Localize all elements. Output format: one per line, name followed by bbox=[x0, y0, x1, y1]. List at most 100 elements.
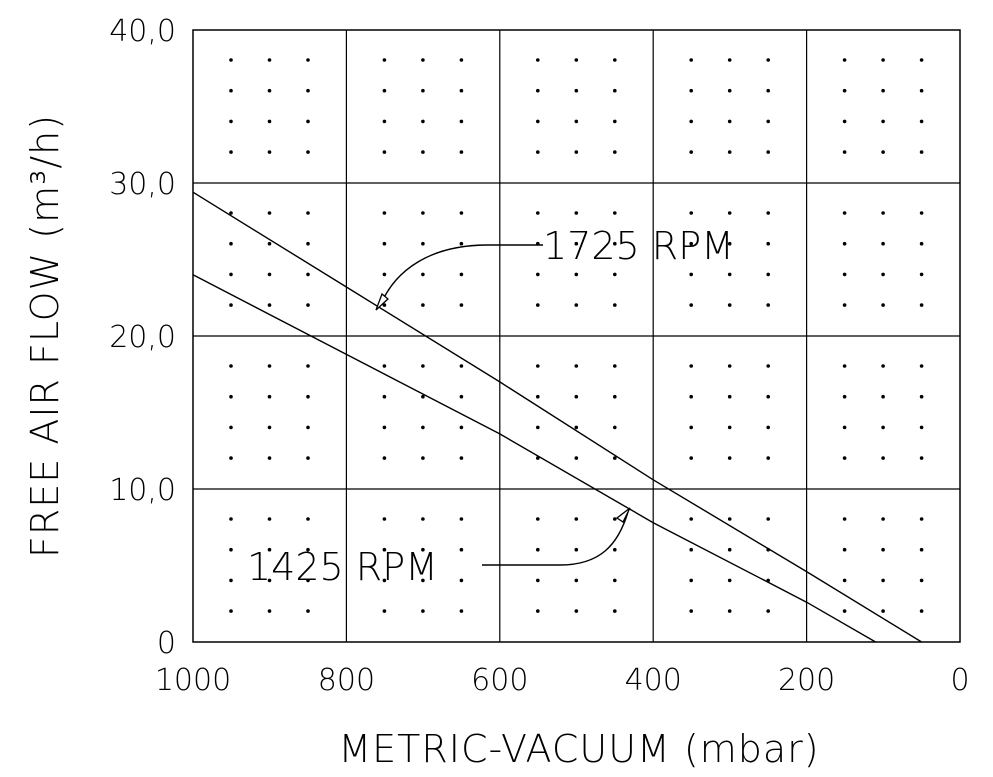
grid-dot bbox=[766, 303, 770, 307]
grid-dot bbox=[306, 58, 310, 62]
grid-dot bbox=[536, 517, 540, 521]
grid-dot bbox=[574, 517, 579, 521]
grid-dot bbox=[842, 394, 847, 399]
grid-dot bbox=[459, 58, 464, 62]
grid-dot bbox=[766, 58, 770, 62]
grid-dot bbox=[574, 150, 579, 154]
grid-dot bbox=[306, 547, 310, 552]
grid-dot bbox=[919, 303, 924, 307]
grid-dot bbox=[881, 578, 885, 583]
grid-dot bbox=[574, 272, 579, 277]
grid-dot bbox=[421, 88, 425, 93]
grid-dot bbox=[881, 211, 885, 215]
x-tick-label: 1000 bbox=[155, 663, 231, 698]
y-tick-label: 30,0 bbox=[109, 167, 176, 202]
grid-dot bbox=[881, 425, 885, 430]
grid-dot bbox=[459, 578, 464, 583]
grid-dot bbox=[229, 88, 233, 93]
grid-dot bbox=[267, 394, 272, 399]
grid-dot bbox=[306, 303, 310, 307]
arrowhead-1425 bbox=[615, 507, 631, 523]
grid-dot bbox=[727, 303, 732, 307]
grid-dot bbox=[727, 150, 732, 154]
grid-dot bbox=[727, 394, 732, 399]
grid-dot bbox=[267, 425, 272, 430]
callout-arrow-1725 bbox=[379, 244, 543, 307]
grid-dot bbox=[689, 394, 693, 399]
grid-dot bbox=[766, 394, 770, 399]
arrowhead-1725 bbox=[375, 292, 389, 311]
grid-dot bbox=[842, 241, 847, 246]
grid-dot bbox=[306, 456, 310, 460]
grid-dot bbox=[842, 88, 847, 93]
grid-dot bbox=[459, 456, 464, 460]
grid-dot bbox=[689, 456, 693, 460]
grid-dot bbox=[229, 547, 233, 552]
grid-dot bbox=[919, 394, 924, 399]
grid-dot bbox=[613, 547, 617, 552]
grid-dot bbox=[574, 425, 579, 430]
grid-dot bbox=[727, 119, 732, 124]
grid-dot bbox=[459, 303, 464, 307]
grid-dot bbox=[306, 119, 310, 124]
x-axis-title: METRIC-VACUUM (mbar) bbox=[338, 727, 819, 771]
grid-dot bbox=[459, 425, 464, 430]
grid-dot bbox=[459, 272, 464, 277]
grid-dot bbox=[613, 58, 617, 62]
grid-dot bbox=[881, 303, 885, 307]
grid-dot bbox=[536, 547, 540, 552]
grid-dot bbox=[727, 364, 732, 368]
grid-dot bbox=[267, 58, 272, 62]
grid-dot bbox=[306, 150, 310, 154]
grid-dot bbox=[536, 272, 540, 277]
grid-dot bbox=[306, 272, 310, 277]
grid-dot bbox=[421, 425, 425, 430]
grid-dot bbox=[267, 364, 272, 368]
grid-dot bbox=[919, 547, 924, 552]
grid-dot bbox=[689, 58, 693, 62]
grid-dot bbox=[229, 456, 233, 460]
grid-dot bbox=[306, 211, 310, 215]
grid-dot bbox=[459, 150, 464, 154]
grid-dot bbox=[881, 547, 885, 552]
grid-dot bbox=[842, 58, 847, 62]
grid-dot bbox=[766, 517, 770, 521]
grid-dot bbox=[229, 58, 233, 62]
x-tick-label: 0 bbox=[950, 663, 969, 698]
grid-dot bbox=[536, 609, 540, 613]
grid-dot bbox=[727, 578, 732, 583]
y-axis-title: FREE AIR FLOW (m³/h) bbox=[23, 114, 67, 558]
grid-dot bbox=[421, 547, 425, 552]
grid-dot bbox=[421, 272, 425, 277]
grid-dot bbox=[881, 58, 885, 62]
grid-dot bbox=[536, 150, 540, 154]
grid-dot bbox=[382, 119, 387, 124]
x-tick-label: 600 bbox=[471, 663, 528, 698]
grid-dot bbox=[881, 150, 885, 154]
y-tick-label: 40,0 bbox=[109, 14, 176, 49]
grid-dot bbox=[421, 150, 425, 154]
grid-dot bbox=[574, 609, 579, 613]
grid-dot bbox=[727, 609, 732, 613]
grid-dot bbox=[689, 517, 693, 521]
grid-dot bbox=[267, 211, 272, 215]
grid-dot bbox=[267, 241, 272, 246]
grid-dot bbox=[727, 241, 732, 246]
grid-lines bbox=[193, 30, 960, 642]
grid-dot bbox=[421, 241, 425, 246]
grid-dot bbox=[421, 609, 425, 613]
grid-dot bbox=[459, 364, 464, 368]
x-tick-label: 200 bbox=[778, 663, 835, 698]
grid-dot bbox=[842, 425, 847, 430]
grid-dot bbox=[574, 578, 579, 583]
grid-dot bbox=[267, 609, 272, 613]
grid-dot bbox=[574, 394, 579, 399]
grid-dot bbox=[382, 241, 387, 246]
grid-dot bbox=[382, 211, 387, 215]
grid-dot bbox=[459, 211, 464, 215]
series-lines bbox=[192, 191, 922, 643]
grid-dot bbox=[382, 547, 387, 552]
grid-dot bbox=[574, 58, 579, 62]
grid-dot bbox=[881, 456, 885, 460]
grid-dot bbox=[536, 394, 540, 399]
